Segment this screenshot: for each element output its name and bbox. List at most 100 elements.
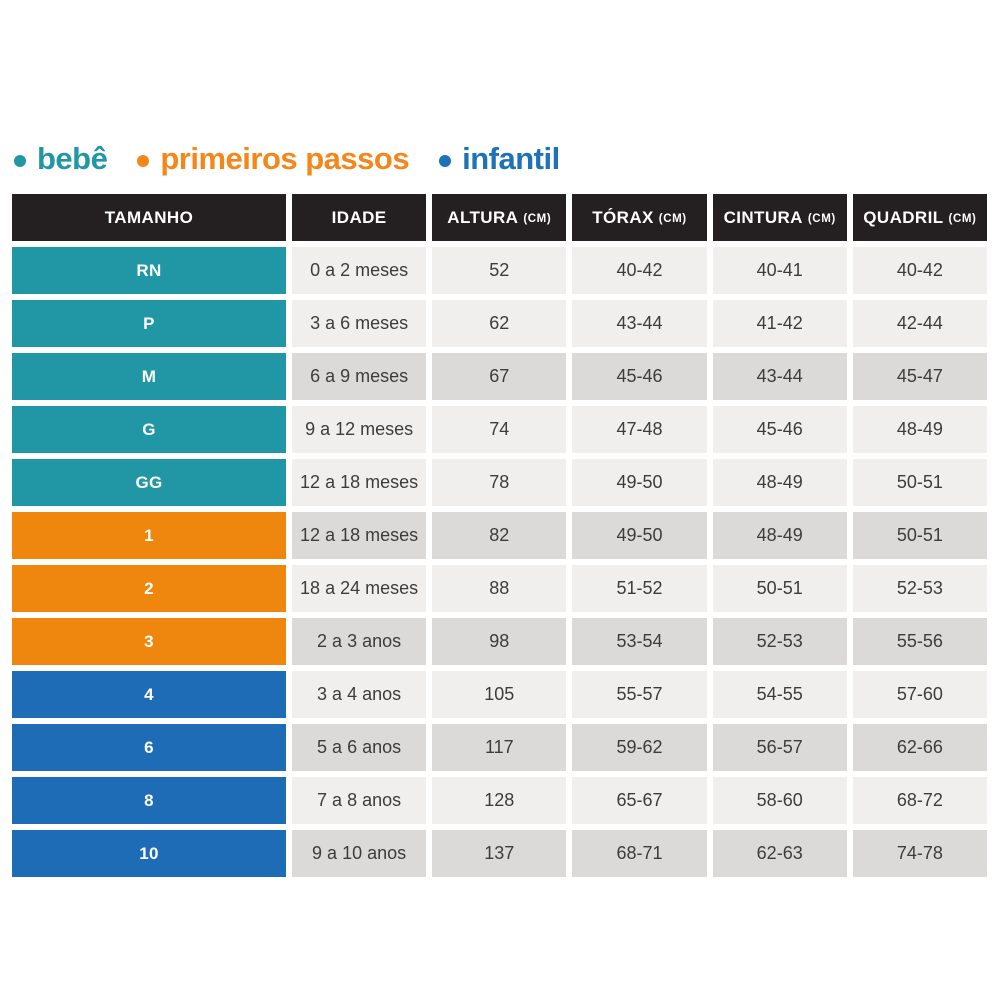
bullet-icon	[14, 154, 26, 167]
age-cell: 9 a 12 meses	[292, 406, 427, 453]
torax-cell: 51-52	[572, 565, 707, 612]
cintura-cell: 48-49	[712, 459, 847, 506]
size-cell: 10	[12, 830, 286, 877]
altura-cell: 52	[432, 247, 567, 294]
size-cell: 3	[12, 618, 286, 665]
quadril-cell: 62-66	[852, 724, 987, 771]
altura-cell: 137	[432, 830, 567, 877]
column-unit: (CM)	[658, 212, 687, 225]
altura-cell: 88	[432, 565, 567, 612]
age-cell: 2 a 3 anos	[292, 618, 427, 665]
altura-cell: 105	[432, 671, 567, 718]
bullet-icon	[137, 154, 150, 167]
size-cell: 4	[12, 671, 286, 718]
quadril-cell: 45-47	[852, 353, 987, 400]
altura-cell: 78	[432, 459, 567, 506]
age-cell: 3 a 6 meses	[292, 300, 427, 347]
torax-cell: 59-62	[572, 724, 707, 771]
size-cell: 2	[12, 565, 286, 612]
size-cell: 6	[12, 724, 286, 771]
quadril-cell: 55-56	[852, 618, 987, 665]
quadril-cell: 74-78	[852, 830, 987, 877]
legend-label: infantil	[462, 141, 560, 176]
size-cell: RN	[12, 247, 286, 294]
torax-cell: 55-57	[572, 671, 707, 718]
cintura-cell: 58-60	[712, 777, 847, 824]
age-cell: 7 a 8 anos	[292, 777, 427, 824]
column-label: ALTURA	[447, 207, 519, 227]
column-label: TÓRAX	[592, 207, 654, 227]
size-cell: 1	[12, 512, 286, 559]
column-label: TAMANHO	[104, 207, 194, 227]
column-header-torax: TÓRAX (CM)	[572, 194, 707, 241]
quadril-cell: 50-51	[852, 459, 987, 506]
age-cell: 6 a 9 meses	[292, 353, 427, 400]
legend-item-primeiros-passos: primeiros passos	[137, 141, 410, 176]
cintura-cell: 62-63	[712, 830, 847, 877]
age-cell: 9 a 10 anos	[292, 830, 427, 877]
cintura-cell: 41-42	[712, 300, 847, 347]
cintura-cell: 52-53	[712, 618, 847, 665]
torax-cell: 40-42	[572, 247, 707, 294]
cintura-cell: 54-55	[712, 671, 847, 718]
age-cell: 12 a 18 meses	[292, 512, 427, 559]
column-label: QUADRIL	[863, 207, 944, 227]
legend-item-bebe: bebê	[14, 141, 108, 176]
column-unit: (CM)	[523, 212, 552, 225]
column-header-altura: ALTURA (CM)	[432, 194, 567, 241]
altura-cell: 82	[432, 512, 567, 559]
altura-cell: 128	[432, 777, 567, 824]
cintura-cell: 48-49	[712, 512, 847, 559]
torax-cell: 49-50	[572, 512, 707, 559]
size-cell: G	[12, 406, 286, 453]
size-chart-table: TAMANHO IDADE ALTURA (CM) TÓRAX (CM) CINTURA (C…	[12, 194, 987, 877]
column-label: CINTURA	[723, 207, 803, 227]
cintura-cell: 40-41	[712, 247, 847, 294]
column-label: IDADE	[331, 207, 387, 227]
column-header-cintura: CINTURA (CM)	[712, 194, 847, 241]
column-header-idade: IDADE	[292, 194, 427, 241]
altura-cell: 67	[432, 353, 567, 400]
cintura-cell: 43-44	[712, 353, 847, 400]
column-header-tamanho: TAMANHO	[12, 194, 286, 241]
torax-cell: 43-44	[572, 300, 707, 347]
legend-item-infantil: infantil	[439, 143, 560, 174]
column-unit: (CM)	[948, 212, 977, 225]
cintura-cell: 50-51	[712, 565, 847, 612]
size-group-legend: bebê primeiros passos infantil	[14, 143, 560, 174]
legend-label: primeiros passos	[160, 141, 410, 176]
quadril-cell: 50-51	[852, 512, 987, 559]
size-cell: GG	[12, 459, 286, 506]
legend-label: bebê	[37, 141, 108, 176]
torax-cell: 68-71	[572, 830, 707, 877]
age-cell: 3 a 4 anos	[292, 671, 427, 718]
size-cell: 8	[12, 777, 286, 824]
torax-cell: 53-54	[572, 618, 707, 665]
size-cell: P	[12, 300, 286, 347]
cintura-cell: 56-57	[712, 724, 847, 771]
quadril-cell: 68-72	[852, 777, 987, 824]
altura-cell: 74	[432, 406, 567, 453]
altura-cell: 98	[432, 618, 567, 665]
column-header-quadril: QUADRIL (CM)	[852, 194, 987, 241]
altura-cell: 117	[432, 724, 567, 771]
age-cell: 18 a 24 meses	[292, 565, 427, 612]
altura-cell: 62	[432, 300, 567, 347]
size-cell: M	[12, 353, 286, 400]
torax-cell: 45-46	[572, 353, 707, 400]
age-cell: 0 a 2 meses	[292, 247, 427, 294]
cintura-cell: 45-46	[712, 406, 847, 453]
torax-cell: 65-67	[572, 777, 707, 824]
torax-cell: 49-50	[572, 459, 707, 506]
quadril-cell: 42-44	[852, 300, 987, 347]
age-cell: 5 a 6 anos	[292, 724, 427, 771]
bullet-icon	[439, 154, 452, 167]
column-unit: (CM)	[807, 212, 836, 225]
quadril-cell: 52-53	[852, 565, 987, 612]
torax-cell: 47-48	[572, 406, 707, 453]
quadril-cell: 48-49	[852, 406, 987, 453]
quadril-cell: 40-42	[852, 247, 987, 294]
quadril-cell: 57-60	[852, 671, 987, 718]
age-cell: 12 a 18 meses	[292, 459, 427, 506]
